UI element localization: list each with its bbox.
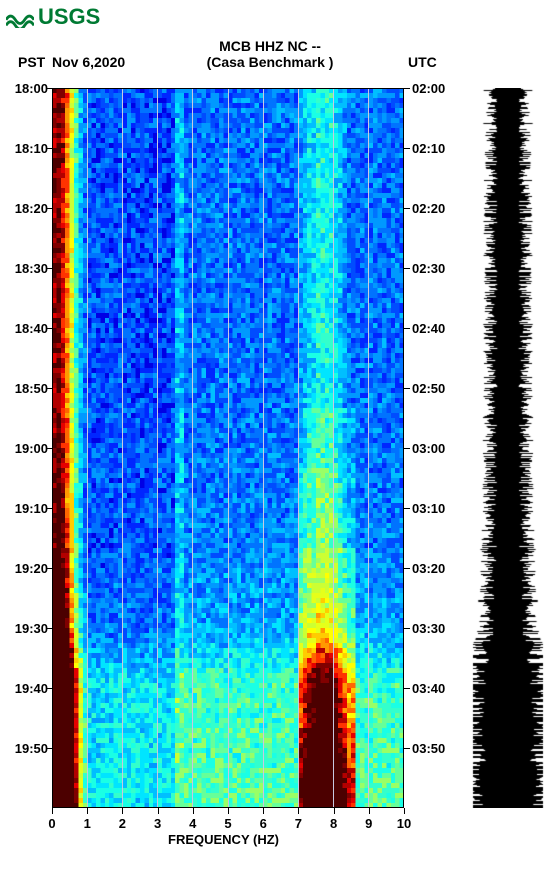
- pst-tick-label: 18:10: [2, 141, 48, 156]
- utc-tick-label: 03:20: [412, 561, 458, 576]
- grid-line: [87, 88, 88, 808]
- pst-tick-label: 18:20: [2, 201, 48, 216]
- tick-mark: [369, 808, 370, 814]
- pst-tick-label: 19:00: [2, 441, 48, 456]
- pst-label: PST: [18, 54, 45, 70]
- grid-line: [228, 88, 229, 808]
- pst-tick-label: 18:00: [2, 81, 48, 96]
- tick-mark: [404, 808, 405, 814]
- freq-tick-label: 5: [218, 816, 238, 831]
- utc-tick-label: 03:40: [412, 681, 458, 696]
- tick-mark: [46, 748, 52, 749]
- station-name: (Casa Benchmark ): [170, 54, 370, 70]
- date-label: Nov 6,2020: [52, 54, 125, 70]
- pst-tick-label: 19:50: [2, 741, 48, 756]
- grid-line: [333, 88, 334, 808]
- tick-mark: [46, 268, 52, 269]
- tick-mark: [404, 88, 410, 89]
- freq-tick-label: 3: [148, 816, 168, 831]
- usgs-logo: USGS: [6, 4, 100, 30]
- tick-mark: [46, 148, 52, 149]
- utc-tick-label: 02:10: [412, 141, 458, 156]
- tick-mark: [404, 148, 410, 149]
- grid-line: [192, 88, 193, 808]
- grid-line: [122, 88, 123, 808]
- tick-mark: [404, 688, 410, 689]
- tick-mark: [46, 568, 52, 569]
- utc-tick-label: 03:30: [412, 621, 458, 636]
- tick-mark: [46, 688, 52, 689]
- x-axis-label: FREQUENCY (HZ): [168, 832, 279, 847]
- tick-mark: [298, 808, 299, 814]
- tick-mark: [46, 208, 52, 209]
- tick-mark: [87, 808, 88, 814]
- tick-mark: [404, 328, 410, 329]
- tick-mark: [158, 808, 159, 814]
- freq-tick-label: 10: [394, 816, 414, 831]
- pst-tick-label: 19:40: [2, 681, 48, 696]
- utc-tick-label: 02:50: [412, 381, 458, 396]
- tick-mark: [228, 808, 229, 814]
- tick-mark: [122, 808, 123, 814]
- utc-tick-label: 03:10: [412, 501, 458, 516]
- grid-line: [157, 88, 158, 808]
- usgs-logo-text: USGS: [38, 4, 100, 30]
- grid-line: [368, 88, 369, 808]
- utc-tick-label: 03:00: [412, 441, 458, 456]
- pst-tick-label: 19:30: [2, 621, 48, 636]
- tick-mark: [46, 88, 52, 89]
- tick-mark: [46, 628, 52, 629]
- pst-tick-label: 18:30: [2, 261, 48, 276]
- tick-mark: [46, 388, 52, 389]
- tick-mark: [334, 808, 335, 814]
- tick-mark: [193, 808, 194, 814]
- pst-tick-label: 18:40: [2, 321, 48, 336]
- freq-tick-label: 4: [183, 816, 203, 831]
- pst-tick-label: 19:10: [2, 501, 48, 516]
- pst-tick-label: 18:50: [2, 381, 48, 396]
- tick-mark: [404, 748, 410, 749]
- tick-mark: [46, 328, 52, 329]
- grid-line: [298, 88, 299, 808]
- freq-tick-label: 9: [359, 816, 379, 831]
- tick-mark: [263, 808, 264, 814]
- waveform-canvas: [472, 88, 544, 808]
- utc-tick-label: 02:00: [412, 81, 458, 96]
- tick-mark: [404, 628, 410, 629]
- usgs-wave-icon: [6, 6, 34, 28]
- freq-tick-label: 1: [77, 816, 97, 831]
- grid-line: [263, 88, 264, 808]
- freq-tick-label: 2: [112, 816, 132, 831]
- utc-tick-label: 03:50: [412, 741, 458, 756]
- tick-mark: [404, 208, 410, 209]
- pst-tick-label: 19:20: [2, 561, 48, 576]
- tick-mark: [404, 568, 410, 569]
- utc-tick-label: 02:30: [412, 261, 458, 276]
- tick-mark: [46, 508, 52, 509]
- utc-tick-label: 02:20: [412, 201, 458, 216]
- utc-tick-label: 02:40: [412, 321, 458, 336]
- utc-label: UTC: [408, 54, 437, 70]
- tick-mark: [52, 808, 53, 814]
- tick-mark: [46, 448, 52, 449]
- tick-mark: [404, 268, 410, 269]
- tick-mark: [404, 508, 410, 509]
- tick-mark: [404, 388, 410, 389]
- freq-tick-label: 7: [288, 816, 308, 831]
- freq-tick-label: 6: [253, 816, 273, 831]
- freq-tick-label: 0: [42, 816, 62, 831]
- freq-tick-label: 8: [324, 816, 344, 831]
- station-code: MCB HHZ NC --: [170, 38, 370, 54]
- tick-mark: [404, 448, 410, 449]
